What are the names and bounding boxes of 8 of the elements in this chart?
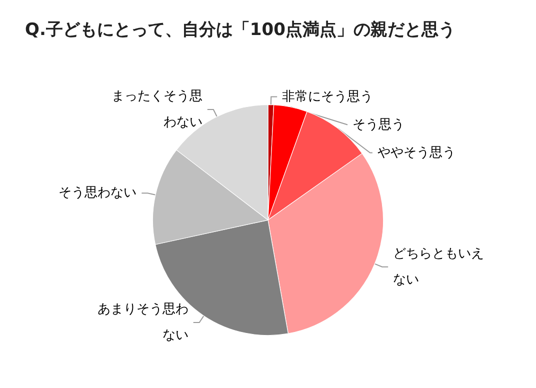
- slice-label: どちらともいえない: [393, 246, 484, 288]
- chart-title: Q.子どもにとって、自分は「100点満点」の親だと思う: [25, 20, 456, 40]
- slice-label: 非常にそう思う: [282, 89, 374, 104]
- slice-label: ややそう思う: [377, 145, 456, 160]
- slice-label: そう思わない: [58, 186, 137, 201]
- slice-label: まったくそう思わない: [111, 88, 202, 130]
- slice-label: そう思う: [352, 117, 405, 132]
- slice-label: あまりそう思わない: [97, 302, 188, 343]
